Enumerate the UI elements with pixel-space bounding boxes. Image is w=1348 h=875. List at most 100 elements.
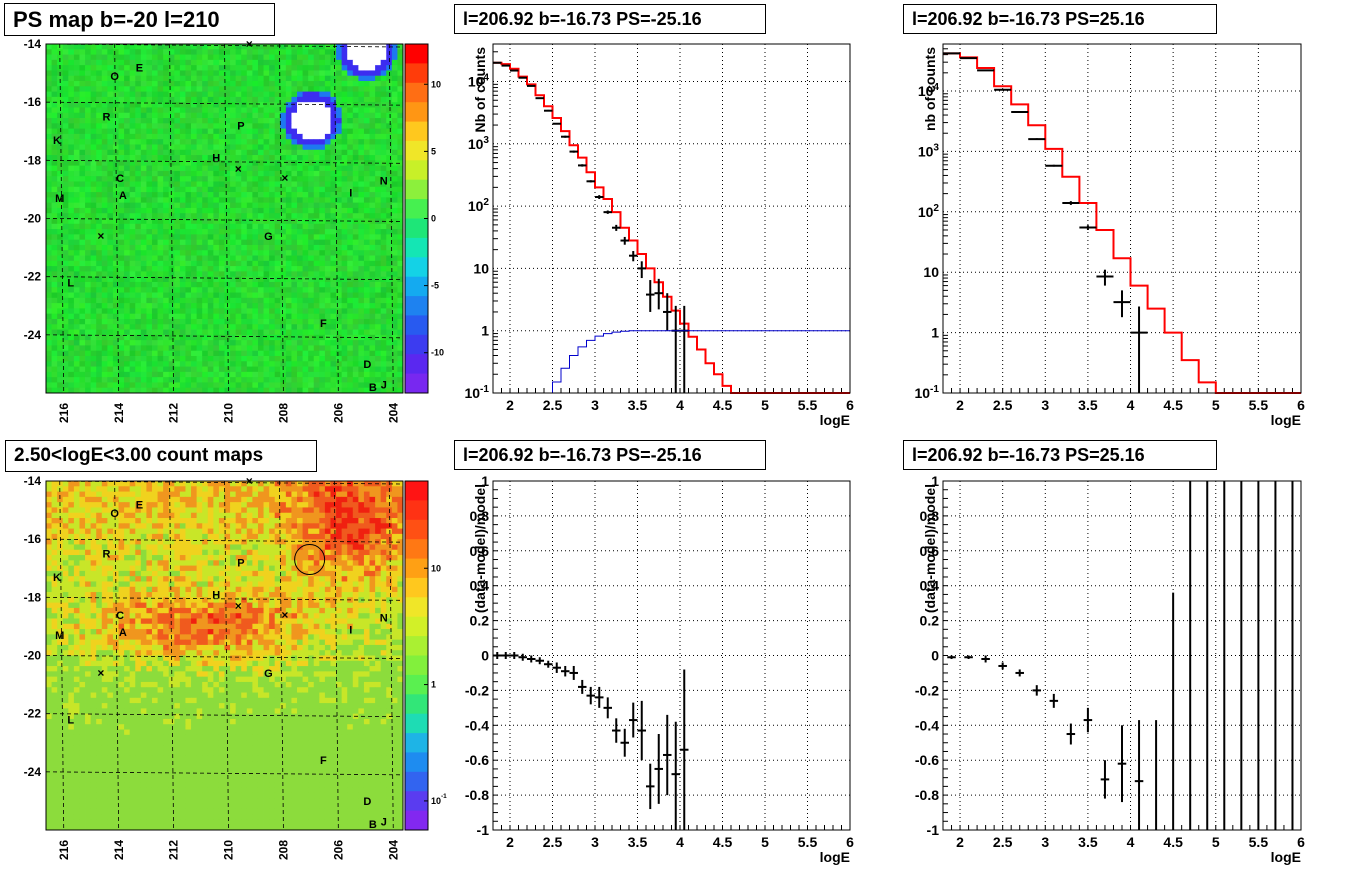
map-cell (157, 271, 164, 278)
map-cell (79, 218, 86, 225)
map-cell (363, 128, 370, 135)
map-cell (96, 223, 103, 230)
map-cell (218, 297, 225, 304)
colorbar-tick-label: -10 (431, 348, 444, 358)
map-cell (124, 334, 131, 341)
map-cell (107, 334, 114, 341)
map-cell (140, 223, 147, 230)
map-cell (308, 528, 315, 535)
map-cell (252, 502, 259, 508)
map-cell (252, 371, 259, 378)
map-cell (57, 491, 64, 498)
map-cell (135, 144, 142, 151)
map-cell (191, 276, 198, 283)
map-cell (230, 81, 237, 87)
map-cell (207, 186, 214, 193)
map-cell (151, 54, 158, 61)
map-cell (336, 213, 343, 219)
map-cell (363, 197, 370, 204)
map-cell (185, 361, 192, 367)
map-cell (291, 155, 298, 161)
map-cell (297, 345, 303, 352)
map-cell (269, 308, 276, 315)
map-cell (85, 250, 92, 256)
map-cell (297, 366, 303, 373)
map-cell (146, 250, 153, 256)
map-cell (252, 308, 259, 315)
map-cell (308, 197, 315, 204)
map-cell (213, 334, 220, 341)
map-cell (330, 287, 337, 293)
map-cell (179, 250, 186, 256)
map-cell (196, 149, 203, 156)
map-cell (157, 507, 164, 514)
map-cell (358, 287, 365, 293)
map-cell (257, 102, 264, 108)
map-cell (291, 266, 298, 272)
map-cell (252, 276, 259, 283)
map-cell (380, 96, 387, 103)
map-cell (85, 234, 92, 241)
map-cell (347, 239, 354, 246)
map-cell (90, 49, 97, 55)
map-cell (369, 329, 376, 336)
map-cell (302, 123, 309, 130)
map-cell (319, 192, 326, 198)
map-cell (157, 481, 164, 487)
map-cell (263, 308, 270, 315)
map-cell (297, 371, 303, 378)
map-cell (185, 266, 192, 272)
map-cell (179, 65, 186, 71)
map-cell (336, 303, 343, 309)
map-cell (397, 128, 404, 135)
map-cell (46, 345, 52, 352)
map-cell (386, 81, 393, 87)
map-cell (151, 165, 158, 172)
map-cell (62, 287, 69, 293)
map-cell (224, 523, 231, 529)
map-cell (358, 213, 365, 219)
map-cell (336, 486, 343, 492)
map-cell (79, 276, 86, 283)
map-cell (140, 382, 147, 389)
map-cell (230, 86, 237, 92)
colorbar-segment (405, 334, 428, 355)
map-cell (386, 303, 393, 309)
map-cell (185, 377, 192, 383)
map-cell (274, 387, 281, 394)
map-cell (118, 502, 125, 508)
map-cell (375, 266, 382, 272)
map-cell (241, 297, 248, 304)
map-y-tick-label: -24 (24, 328, 42, 342)
map-cell (196, 382, 203, 389)
map-cell (151, 197, 158, 204)
map-cell (179, 81, 186, 87)
map-cell (85, 523, 92, 529)
map-cell (57, 350, 64, 357)
map-cell (341, 181, 348, 188)
map-cell (57, 244, 64, 251)
map-cell (51, 528, 58, 535)
map-cell (358, 112, 365, 119)
map-cell (202, 297, 209, 304)
map-cell (118, 239, 125, 246)
map-cell (341, 75, 348, 82)
map-cell (347, 192, 354, 198)
map-cell (51, 49, 58, 55)
map-cell (202, 202, 209, 209)
map-cell (179, 197, 186, 204)
map-cell (291, 377, 298, 383)
map-cell (140, 170, 147, 177)
map-cell (308, 350, 315, 357)
map-cell (124, 229, 131, 235)
map-cell (196, 266, 203, 272)
map-cell (391, 107, 398, 114)
map-cell (207, 197, 214, 204)
map-cell (90, 170, 97, 177)
map-cell (185, 70, 192, 77)
map-cell (213, 202, 220, 209)
map-cell (62, 207, 69, 214)
map-cell (62, 266, 69, 272)
map-cell (285, 144, 292, 151)
map-cell (90, 518, 97, 524)
